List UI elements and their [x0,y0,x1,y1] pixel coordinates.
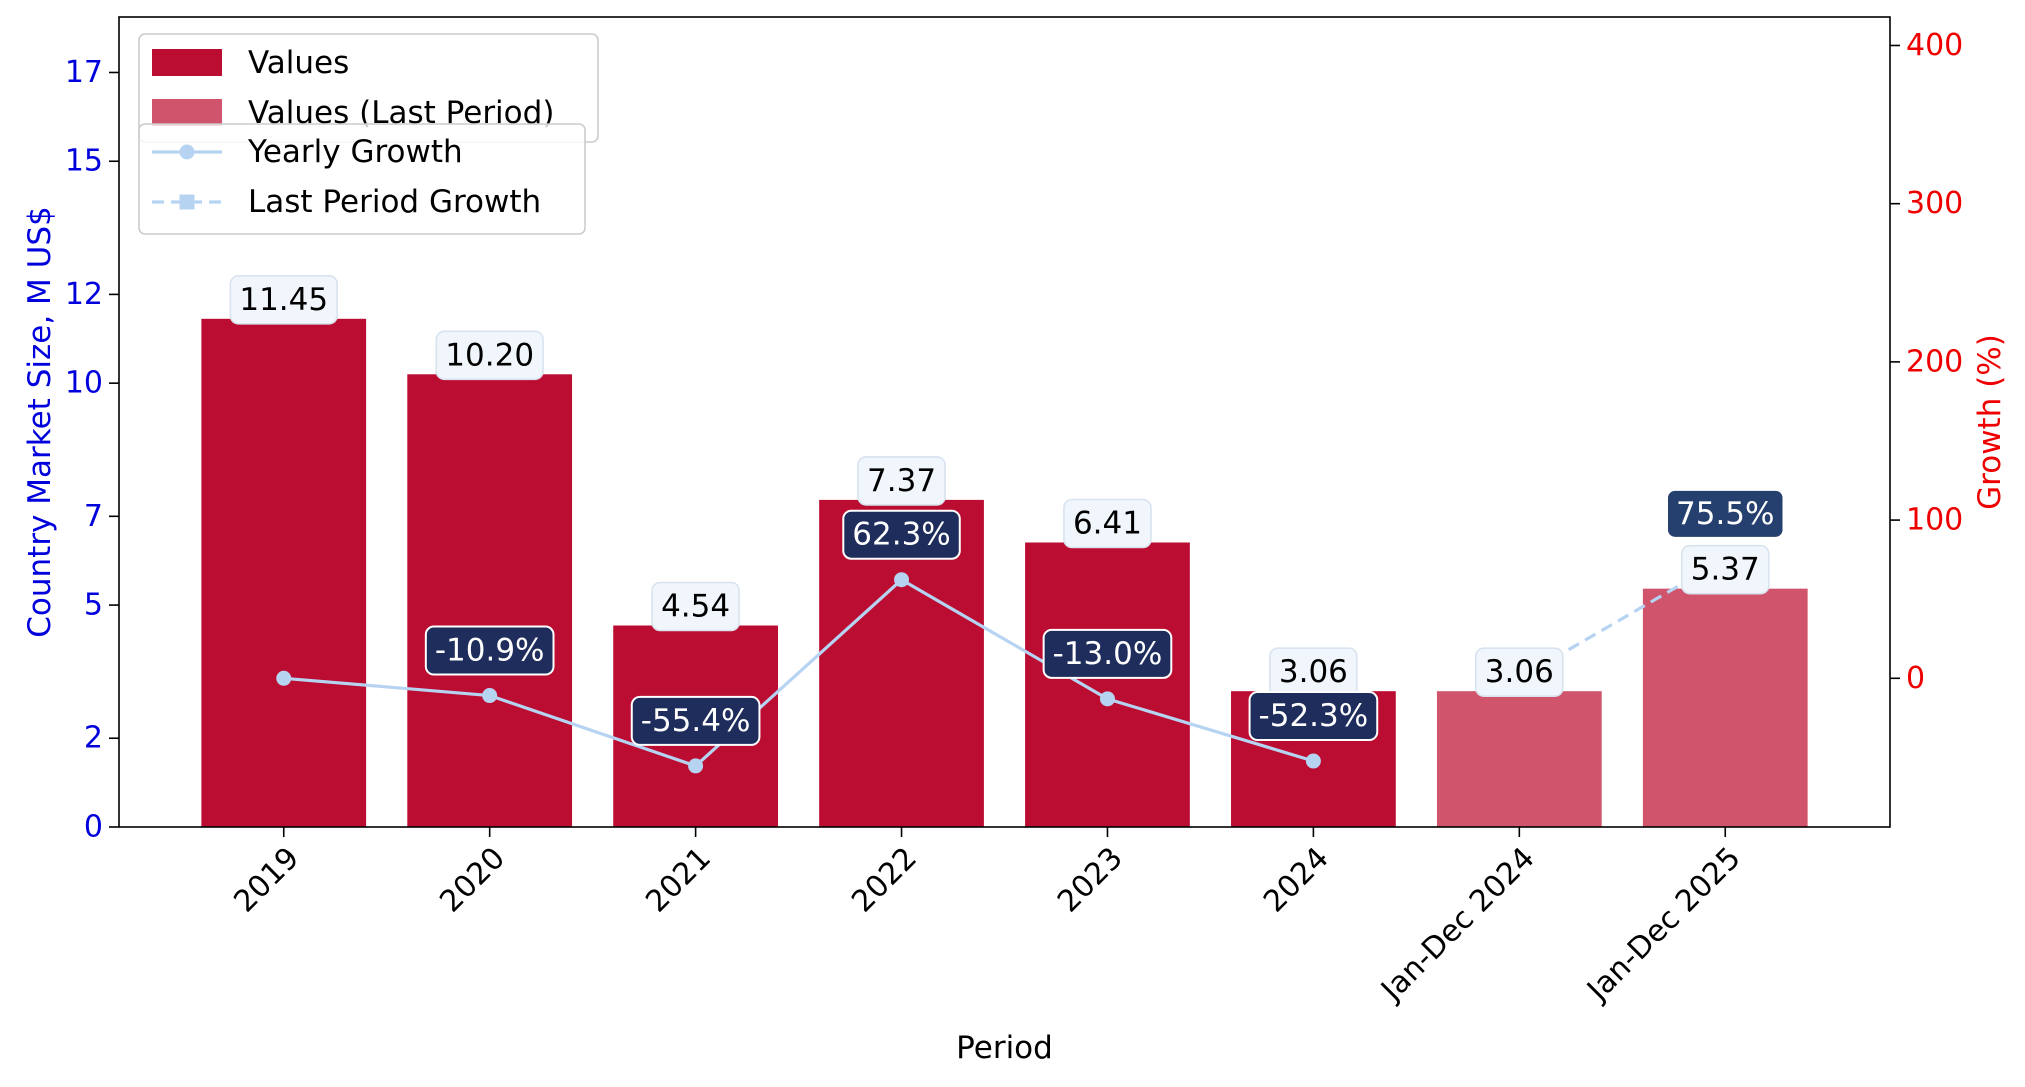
bar-value-label-0: 11.45 [229,275,338,325]
legend-swatch-values [152,49,222,76]
bar-last-period-6 [1436,691,1602,827]
x-tick-label-2: 2021 [639,841,718,920]
bar-value-label-7-text: 5.37 [1691,552,1760,588]
bar-value-label-6: 3.06 [1475,647,1564,697]
growth-label-4-text: -13.0% [1053,636,1163,672]
left-tick-label-1: 2 [84,721,103,756]
legend-label-last-period-growth: Last Period Growth [248,184,541,220]
bar-value-label-1: 10.20 [435,330,544,381]
bar-value-label-2: 4.54 [651,581,740,632]
growth-label-2: -55.4% [630,695,761,746]
growth-label-2-text: -55.4% [641,703,751,739]
yearly-growth-marker-2 [688,758,704,774]
growth-label-7-box [1666,488,1785,539]
bar-values-4 [1025,542,1190,827]
bar-value-label-5: 3.06 [1269,647,1358,697]
right-tick-label-2: 200 [1906,344,1963,379]
bar-value-label-2-text: 4.54 [661,588,730,624]
left-tick-label-2: 5 [84,588,103,623]
growth-label-7: 75.5% [1666,488,1785,539]
y-axis-title-left: Country Market Size, M US$ [22,206,58,637]
yearly-growth-marker-0 [276,670,292,686]
yearly-growth-marker-1 [482,688,498,704]
bar-value-label-0-text: 11.45 [239,282,328,318]
left-tick-label-4: 10 [65,366,103,401]
legend-label-values: Values [248,45,349,81]
plot-frame [118,16,1891,828]
bar-value-label-1-text: 10.20 [445,337,534,373]
left-tick-label-6: 15 [65,144,103,179]
growth-label-1-box [424,625,555,676]
growth-label-5-text: -52.3% [1259,698,1369,734]
bar-last-period-7 [1642,588,1808,827]
x-tick-label-1: 2020 [433,841,512,920]
x-axis-title: Period [956,1030,1053,1066]
growth-label-3-text: 62.3% [852,517,950,553]
bar-value-label-3-box [857,456,946,506]
bar-value-label-7: 5.37 [1680,544,1770,595]
legend-label-yearly: Yearly Growth [247,134,463,170]
x-tick-label-0: 2019 [227,841,306,920]
left-tick-label-0: 0 [84,810,103,845]
legend-lines-frame [138,123,586,235]
right-tick-label-3: 300 [1906,186,1963,221]
bar-value-label-7-box [1680,544,1770,595]
legend-marker-last-period [179,194,195,210]
bar-value-label-2-box [651,581,740,632]
bar-value-label-4: 6.41 [1063,498,1152,549]
x-tick-label-7: Jan-Dec 2025 [1579,841,1747,1009]
growth-label-7-text: 75.5% [1676,496,1774,532]
growth-label-5-box [1248,691,1379,742]
bar-values-1 [407,374,573,827]
yearly-growth-marker-3 [894,572,910,588]
growth-label-3: 62.3% [842,509,961,560]
x-tick-label-6: Jan-Dec 2024 [1373,841,1541,1009]
y-axis-title-right: Growth (%) [1972,334,2008,510]
legend-lines: Yearly Growth Last Period Growth [138,123,586,235]
right-tick-label-4: 400 [1906,28,1963,63]
growth-label-4: -13.0% [1042,628,1173,679]
growth-label-1: -10.9% [424,625,555,676]
legend-marker-yearly [179,144,195,160]
x-tick-label-3: 2022 [845,841,924,920]
x-tick-label-4: 2023 [1051,841,1130,920]
left-tick-label-5: 12 [65,277,103,312]
growth-label-3-box [842,509,961,560]
bar-value-label-4-text: 6.41 [1073,506,1142,542]
bar-value-label-3-text: 7.37 [867,463,936,499]
growth-label-4-box [1042,628,1173,679]
growth-label-1-text: -10.9% [435,633,545,669]
right-tick-label-0: 0 [1906,661,1925,696]
bars-layer [201,318,1808,827]
bar-value-label-3: 7.37 [857,456,946,506]
yearly-growth-line [283,577,1314,768]
left-tick-label-3: 7 [84,499,103,534]
data-labels-layer: 11.45 10.20 4.54 7.37 6.41 3.06 3.06 5.37 -10.9%… [229,275,1785,746]
bar-value-label-6-text: 3.06 [1485,654,1554,690]
legend-swatch-last-period [152,99,222,126]
yearly-growth-marker-4 [1099,691,1115,707]
bar-values-0 [201,318,367,827]
bar-value-label-0-box [229,275,338,325]
x-tick-label-5: 2024 [1257,841,1336,920]
yearly-growth-marker-5 [1305,753,1321,769]
bar-value-label-4-box [1063,498,1152,549]
growth-label-5: -52.3% [1248,691,1379,742]
bar-value-label-5-text: 3.06 [1279,654,1348,690]
right-tick-label-1: 100 [1906,503,1963,538]
bar-value-label-6-box [1475,647,1564,697]
left-tick-label-7: 17 [65,55,103,90]
growth-label-2-box [630,695,761,746]
bar-value-label-1-box [435,330,544,381]
